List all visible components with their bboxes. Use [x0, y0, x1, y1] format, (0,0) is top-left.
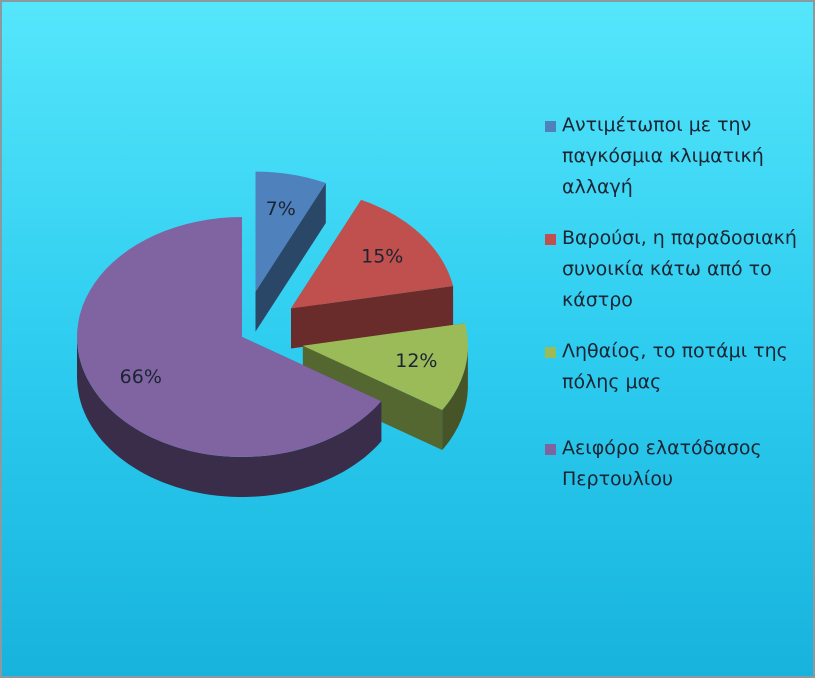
legend-item: Ληθαίος, το ποτάμι της πόλης μας — [545, 336, 813, 398]
legend-swatch — [545, 121, 556, 132]
legend-swatch — [545, 234, 556, 245]
legend-swatch — [545, 444, 556, 455]
legend-item: Αειφόρο ελατόδασος Περτουλίου — [545, 433, 813, 495]
slice-side — [255, 183, 326, 332]
slice — [255, 171, 326, 292]
slice — [77, 217, 382, 457]
legend-label: Ληθαίος, το ποτάμι της πόλης μας — [562, 340, 788, 393]
slice-wall — [442, 345, 468, 450]
legend-swatch — [545, 347, 556, 358]
legend-label: Βαρούσι, η παραδοσιακή συνοικία κάτω από… — [562, 227, 797, 311]
legend-label: Αειφόρο ελατόδασος Περτουλίου — [562, 437, 762, 490]
slice-wall — [77, 337, 382, 497]
legend-label: Αντιμέτωποι με την παγκόσμια κλιματική α… — [562, 114, 764, 198]
legend: Αντιμέτωποι με την παγκόσμια κλιματική α… — [545, 110, 813, 495]
slice-side — [291, 286, 454, 349]
data-label: 15% — [361, 246, 403, 268]
data-label: 12% — [395, 350, 437, 372]
legend-item: Βαρούσι, η παραδοσιακή συνοικία κάτω από… — [545, 223, 813, 316]
data-label: 66% — [120, 366, 162, 388]
data-label: 7% — [266, 198, 296, 220]
slice — [291, 199, 454, 309]
slice — [302, 323, 468, 410]
legend-item: Αντιμέτωποι με την παγκόσμια κλιματική α… — [545, 110, 813, 203]
